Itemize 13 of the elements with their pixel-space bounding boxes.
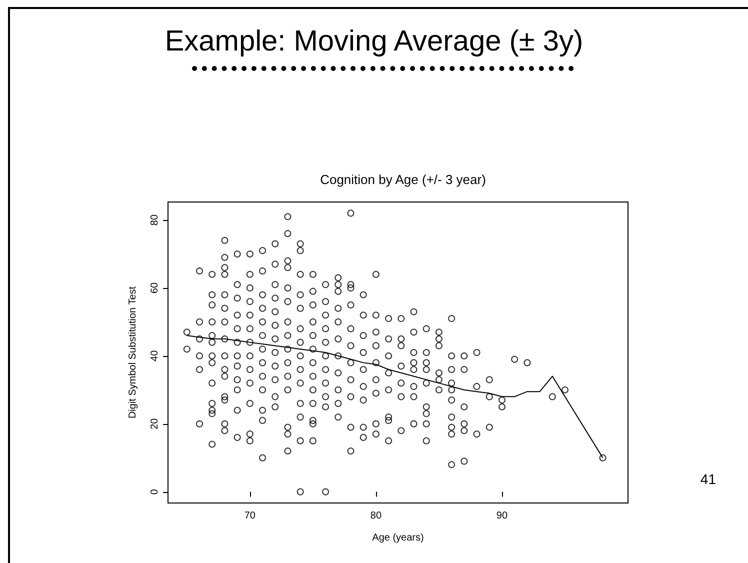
y-tick-label: 0 xyxy=(150,488,160,495)
y-tick-label: 40 xyxy=(150,350,160,362)
x-tick-label: 80 xyxy=(370,510,382,522)
chart-title: Example: Moving Average (± 3y) xyxy=(164,26,584,58)
x-tick-label: 90 xyxy=(496,510,508,522)
y-tick-label: 20 xyxy=(150,418,160,430)
y-axis-title: Digit Symbol Substitution Test xyxy=(128,286,138,419)
text: 41 xyxy=(700,471,716,487)
y-tick-label: 80 xyxy=(150,214,160,226)
chart-subtitle: Cognition by Age (+/- 3 year) xyxy=(320,172,486,187)
y-tick-label: 60 xyxy=(150,282,160,294)
x-tick-label: 70 xyxy=(244,510,256,522)
x-axis-title: Age (years) xyxy=(372,532,424,544)
